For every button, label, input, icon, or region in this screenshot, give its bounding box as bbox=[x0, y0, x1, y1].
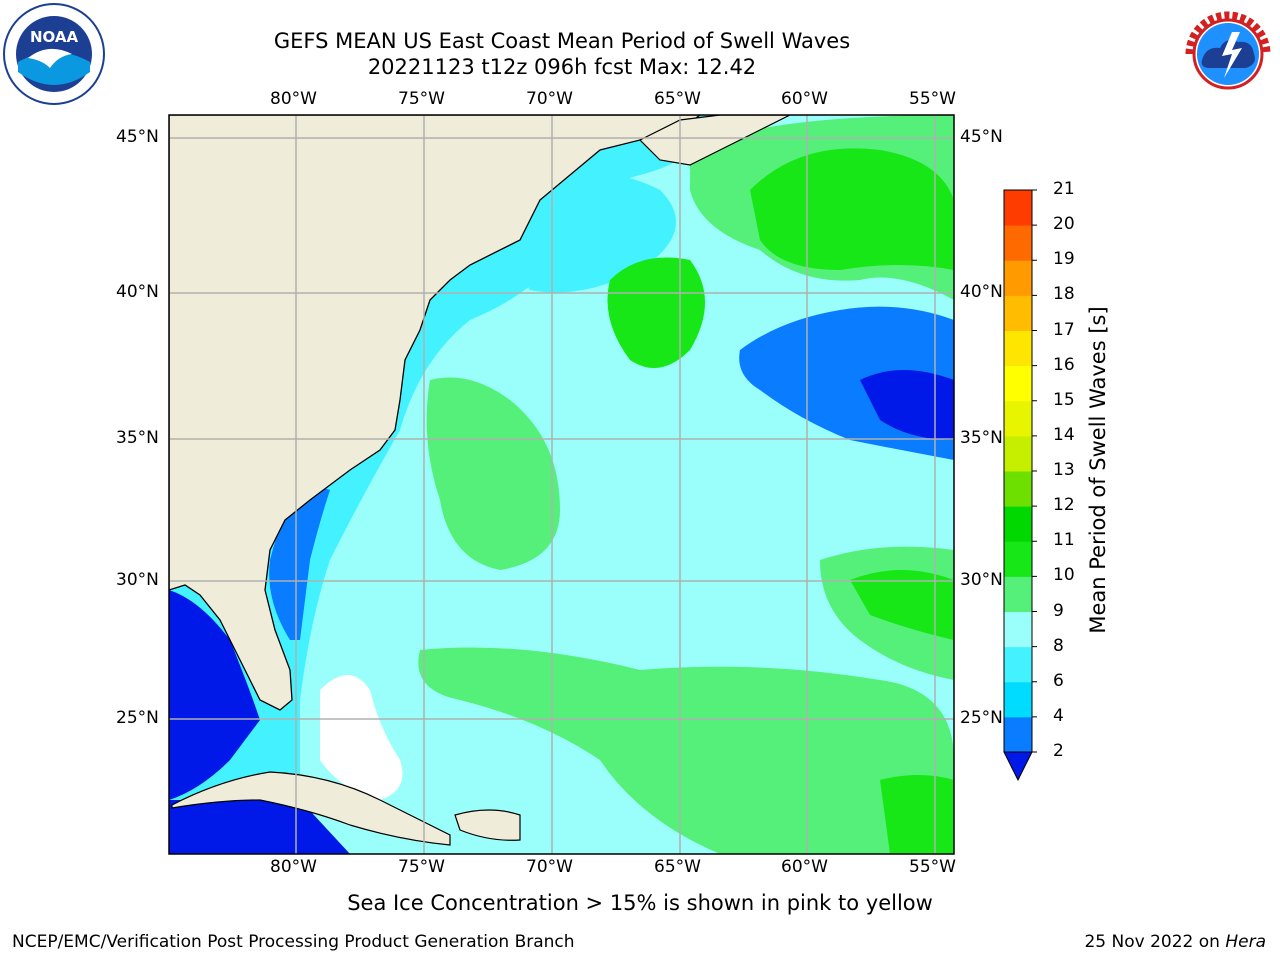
field-green-center bbox=[426, 377, 560, 570]
land-north-america bbox=[169, 115, 702, 711]
colorbar-segment bbox=[1004, 506, 1032, 542]
colorbar-level-label: 20 bbox=[1053, 214, 1075, 235]
colorbar-segment bbox=[1004, 330, 1032, 367]
lon-label-top: 75°W bbox=[398, 89, 445, 109]
colorbar-level-label: 10 bbox=[1053, 565, 1075, 586]
colorbar-segment bbox=[1004, 365, 1032, 402]
noaa-logo: NOAA bbox=[3, 3, 105, 105]
colorbar-level-label: 17 bbox=[1053, 319, 1075, 340]
colorbar-segment bbox=[1004, 716, 1032, 753]
colorbar-level-label: 8 bbox=[1053, 635, 1064, 656]
chart-title: GEFS MEAN US East Coast Mean Period of S… bbox=[273, 29, 851, 53]
lon-label-top: 65°W bbox=[654, 89, 701, 109]
colorbar-segment bbox=[1004, 541, 1032, 577]
svg-text:NOAA: NOAA bbox=[30, 28, 79, 46]
colorbar-segment bbox=[1004, 295, 1032, 331]
colorbar-segment bbox=[1004, 611, 1032, 648]
lon-label-bottom: 70°W bbox=[526, 857, 573, 877]
colorbar-level-label: 15 bbox=[1053, 389, 1075, 410]
colorbar-segment bbox=[1004, 190, 1032, 226]
field-darkblue-east-pocket bbox=[860, 370, 954, 440]
lat-label-right: 45°N bbox=[960, 127, 1003, 147]
colorbar-level-label: 19 bbox=[1053, 249, 1075, 270]
footer-date: 25 Nov 2022 on Hera bbox=[1084, 932, 1266, 952]
colorbar-segment bbox=[1004, 681, 1032, 718]
colorbar-level-label: 9 bbox=[1053, 600, 1064, 621]
map-frame bbox=[168, 114, 955, 855]
sea-ice-note: Sea Ice Concentration > 15% is shown in … bbox=[347, 891, 933, 915]
field-green-dark-south bbox=[880, 775, 954, 854]
lat-label-left: 45°N bbox=[116, 127, 159, 147]
lat-label-right: 25°N bbox=[960, 708, 1003, 728]
field-green-dark-south-east bbox=[850, 570, 954, 640]
colorbar-level-label: 14 bbox=[1053, 424, 1075, 445]
colorbar-level-label: 2 bbox=[1053, 741, 1064, 761]
footer-date-text: 25 Nov 2022 on bbox=[1084, 932, 1226, 952]
land-cuba bbox=[171, 771, 451, 846]
lon-label-bottom: 75°W bbox=[398, 857, 445, 877]
land-hispaniola bbox=[454, 809, 521, 841]
field-cyan-north bbox=[517, 172, 676, 293]
colorbar-level-label: 4 bbox=[1053, 705, 1064, 726]
lat-label-left: 25°N bbox=[116, 708, 159, 728]
lon-label-bottom: 80°W bbox=[270, 857, 317, 877]
footer-credit: NCEP/EMC/Verification Post Processing Pr… bbox=[12, 932, 575, 952]
lon-label-bottom: 55°W bbox=[909, 857, 956, 877]
colorbar-level-label: 18 bbox=[1053, 284, 1075, 305]
land-nova-scotia bbox=[638, 115, 791, 166]
colorbar-under-arrow bbox=[1003, 751, 1033, 782]
lon-label-bottom: 60°W bbox=[781, 857, 828, 877]
footer-machine: Hera bbox=[1225, 932, 1266, 952]
field-darkblue-gulf bbox=[169, 590, 260, 800]
lon-label-bottom: 65°W bbox=[654, 857, 701, 877]
national-weather-service-logo bbox=[1178, 4, 1278, 104]
graticule bbox=[169, 115, 954, 854]
lon-label-top: 70°W bbox=[526, 89, 573, 109]
lon-label-top: 55°W bbox=[909, 89, 956, 109]
lat-label-left: 30°N bbox=[116, 570, 159, 590]
colorbar-level-label: 13 bbox=[1053, 460, 1075, 480]
lon-label-top: 60°W bbox=[781, 89, 828, 109]
lat-label-right: 40°N bbox=[960, 282, 1003, 302]
lon-label-top: 80°W bbox=[270, 89, 317, 109]
colorbar-segment bbox=[1004, 471, 1032, 507]
colorbar-segment bbox=[1004, 400, 1032, 437]
chart-subtitle-run-info: 20221123 t12z 096h fcst Max: 12.42 bbox=[367, 55, 757, 79]
colorbar-level-label: 12 bbox=[1053, 495, 1075, 516]
lat-label-left: 35°N bbox=[116, 428, 159, 448]
colorbar-segment bbox=[1004, 576, 1032, 612]
colorbar-level-label: 6 bbox=[1053, 670, 1064, 691]
bahamas-bank-mask bbox=[320, 675, 403, 800]
lat-label-right: 30°N bbox=[960, 570, 1003, 590]
colorbar-title: Mean Period of Swell Waves [s] bbox=[1086, 306, 1110, 634]
colorbar bbox=[1003, 189, 1037, 782]
field-darkblue-caribbean bbox=[169, 800, 350, 854]
lat-label-right: 35°N bbox=[960, 428, 1003, 448]
colorbar-segment bbox=[1004, 260, 1032, 296]
lat-label-left: 40°N bbox=[116, 282, 159, 302]
field-green-dark-north bbox=[750, 148, 954, 270]
colorbar-level-label: 11 bbox=[1053, 530, 1075, 551]
colorbar-segment bbox=[1004, 646, 1032, 683]
colorbar-level-label: 21 bbox=[1053, 179, 1075, 199]
colorbar-segment bbox=[1004, 435, 1032, 472]
colorbar-level-label: 16 bbox=[1053, 354, 1075, 375]
colorbar-segment bbox=[1004, 225, 1032, 261]
